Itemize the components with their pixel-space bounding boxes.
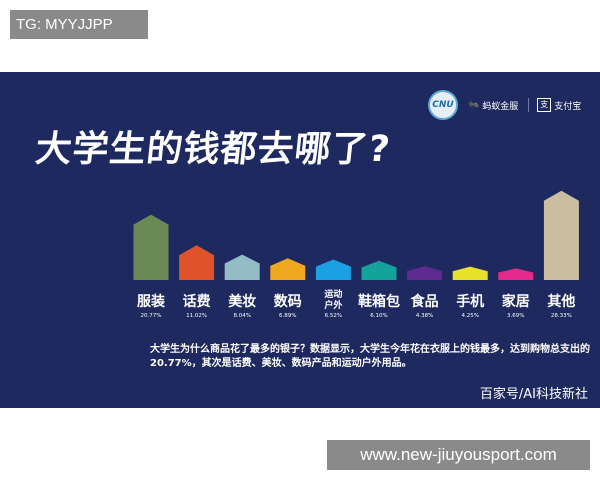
value-label: 28.33%	[551, 313, 572, 319]
value-label: 8.04%	[233, 313, 250, 319]
category-label: 运动	[324, 289, 342, 300]
bar-0	[133, 214, 169, 280]
university-logo: CNU	[428, 90, 458, 120]
description-text: 大学生为什么商品花了最多的银子？数据显示，大学生今年花在衣服上的钱最多，达到购物…	[150, 344, 590, 369]
category-label: 手机	[456, 293, 484, 310]
source-credit: 百家号/AI科技新社	[479, 387, 588, 402]
category-label: 美妆	[228, 293, 256, 310]
watermark-bottom: www.new-jiuyousport.com	[327, 440, 590, 470]
category-label: 服装	[137, 293, 166, 310]
alipay-icon: 支	[537, 98, 552, 112]
category-label: 话费	[183, 293, 211, 310]
logo-group: CNU 🐜 蚂蚁金服 支支付宝	[428, 90, 581, 120]
ant-icon: 🐜	[468, 100, 480, 110]
category-label: 食品	[411, 293, 439, 310]
value-label: 11.02%	[186, 313, 207, 319]
value-label: 4.25%	[461, 313, 478, 319]
category-label: 家居	[502, 293, 530, 310]
category-label: 鞋箱包	[358, 293, 400, 310]
value-label: 20.77%	[141, 313, 162, 319]
bar-6	[407, 266, 443, 280]
infographic-banner: 大学生的钱都去哪了? CNU 🐜 蚂蚁金服 支支付宝 服装 20.77% 话费 11.0…	[0, 72, 600, 408]
value-label: 4.38%	[416, 313, 433, 319]
value-label: 6.89%	[279, 313, 296, 319]
bar-7	[452, 266, 488, 280]
bar-2	[224, 254, 260, 280]
category-label: 数码	[274, 293, 302, 310]
ant-financial-logo: 🐜 蚂蚁金服	[468, 100, 519, 112]
category-label: 其他	[547, 293, 575, 310]
bar-8	[498, 268, 534, 280]
bar-chart: 服装 20.77% 话费 11.02% 美妆 8.04% 数码 6.89% 运动户外 6.52% 鞋…	[133, 190, 579, 319]
category-label: 户外	[324, 299, 342, 311]
value-label: 3.69%	[507, 313, 524, 319]
bar-5	[361, 260, 397, 280]
bar-4	[315, 259, 351, 280]
bar-1	[179, 245, 215, 280]
bar-3	[270, 258, 306, 280]
watermark-top: TG: MYYJJPP	[10, 10, 148, 39]
alipay-logo: 支支付宝	[528, 98, 581, 112]
value-label: 6.52%	[325, 313, 342, 319]
bar-9	[543, 190, 579, 280]
value-label: 6.10%	[370, 313, 387, 319]
